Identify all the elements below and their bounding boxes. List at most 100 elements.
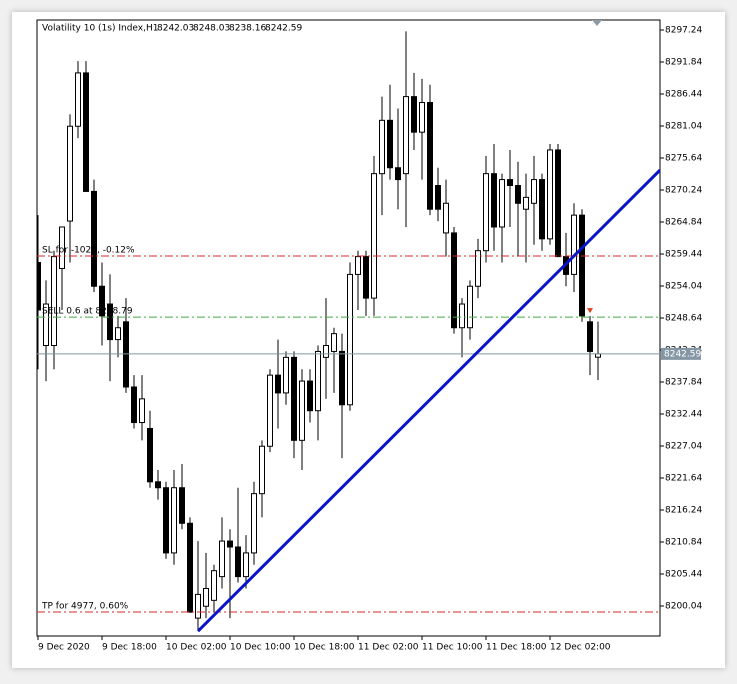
y-tick-label: 8297.24 [665, 26, 702, 36]
candle-body [91, 190, 97, 287]
x-tick-label: 9 Dec 2020 [38, 643, 90, 653]
candle-body [363, 256, 369, 299]
candle-body [123, 321, 129, 388]
y-tick-label: 8216.24 [665, 506, 702, 516]
candle-body [259, 445, 265, 495]
candle-body [155, 481, 161, 489]
candle-body [523, 196, 529, 210]
y-tick-label: 8232.44 [665, 410, 702, 420]
candle-body [339, 350, 345, 406]
trend-line [196, 169, 660, 633]
y-tick-label: 8281.04 [665, 122, 702, 132]
y-tick-label: 8210.84 [665, 538, 702, 548]
y-tick-label: 8259.44 [665, 250, 702, 260]
candle-body [427, 102, 433, 210]
candle-body [115, 327, 121, 341]
y-tick-label: 8291.84 [665, 58, 702, 68]
y-tick-label: 8264.84 [665, 218, 702, 228]
x-tick-label: 10 Dec 10:00 [230, 643, 291, 653]
y-tick-label: 8205.44 [665, 570, 702, 580]
candle-body [107, 303, 113, 341]
y-tick-label: 8286.44 [665, 90, 702, 100]
candle-body [411, 96, 417, 133]
candle-body [195, 593, 201, 619]
candle-body [419, 102, 425, 133]
candle-body [571, 214, 577, 275]
candle-body [507, 179, 513, 187]
candle-body [251, 493, 257, 554]
ohlc-close: 8242.59 [265, 24, 302, 34]
ohlc-high: 8248.03 [193, 24, 230, 34]
candle-body [579, 214, 585, 317]
candle-body [443, 202, 449, 234]
candle-body [243, 552, 249, 578]
plot-layer [37, 31, 660, 633]
x-tick-label: 10 Dec 18:00 [294, 643, 355, 653]
level-label: SELL 0.6 at 8248.79 [42, 307, 133, 317]
y-tick-label: 8200.04 [665, 602, 702, 612]
y-tick-label: 8254.04 [665, 282, 702, 292]
candle-body [83, 72, 89, 192]
y-tick-label: 8221.64 [665, 474, 702, 484]
candle-body [43, 303, 49, 347]
candle-body [51, 256, 57, 347]
x-tick-label: 11 Dec 18:00 [486, 643, 547, 653]
candle-body [219, 540, 225, 578]
x-tick-label: 12 Dec 02:00 [550, 643, 611, 653]
level-label: SL for -1023, -0.12% [42, 246, 135, 256]
candle-body [491, 173, 497, 228]
candle-body [171, 487, 177, 554]
ohlc-open: 8242.03 [157, 24, 194, 34]
candle-body [379, 119, 385, 175]
x-tick-label: 9 Dec 18:00 [102, 643, 157, 653]
candle-body [147, 427, 153, 483]
candle-body [187, 522, 193, 613]
sell-arrow [587, 308, 593, 314]
y-tick-label: 8237.84 [665, 378, 702, 388]
candle-body [499, 179, 505, 228]
candle-body [227, 540, 233, 548]
candle-body [435, 185, 441, 210]
candle-body [99, 285, 105, 317]
price-label-box [661, 347, 701, 360]
y-tick-label: 8248.64 [665, 314, 702, 324]
x-tick-label: 10 Dec 02:00 [166, 643, 227, 653]
candle-body [131, 386, 137, 424]
candle-body [203, 587, 209, 607]
candle-body [587, 321, 593, 352]
candle-body [355, 256, 361, 275]
candle-body [283, 356, 289, 394]
candle-body [395, 167, 401, 181]
candle-body [75, 72, 81, 127]
candle-body [475, 250, 481, 287]
candle-body [323, 345, 329, 358]
candle-body [555, 149, 561, 258]
candle-body [163, 487, 169, 554]
y-tick-label: 8270.24 [665, 186, 702, 196]
candle-body [299, 380, 305, 441]
candle-body [331, 333, 337, 352]
x-tick-label: 11 Dec 10:00 [422, 643, 483, 653]
candle-body [347, 273, 353, 406]
candle-body [315, 350, 321, 412]
candle-body [451, 232, 457, 329]
x-tick-label: 11 Dec 02:00 [358, 643, 419, 653]
candle-body [307, 380, 313, 412]
ohlc-low: 8238.16 [229, 24, 266, 34]
chart-title: Volatility 10 (1s) Index,H1 [42, 24, 158, 34]
candle-body [291, 356, 297, 441]
y-tick-label: 8275.64 [665, 154, 702, 164]
y-tick-label: 8227.04 [665, 442, 702, 452]
candle-body [483, 173, 489, 252]
candle-body [179, 487, 185, 524]
candle-body [387, 119, 393, 169]
candle-body [267, 374, 273, 447]
candle-body [275, 374, 281, 394]
candle-body [59, 226, 65, 269]
shift-marker [592, 20, 602, 26]
price-label: 8242.59 [664, 349, 701, 359]
candle-body [371, 173, 377, 299]
candle-body [139, 398, 145, 424]
